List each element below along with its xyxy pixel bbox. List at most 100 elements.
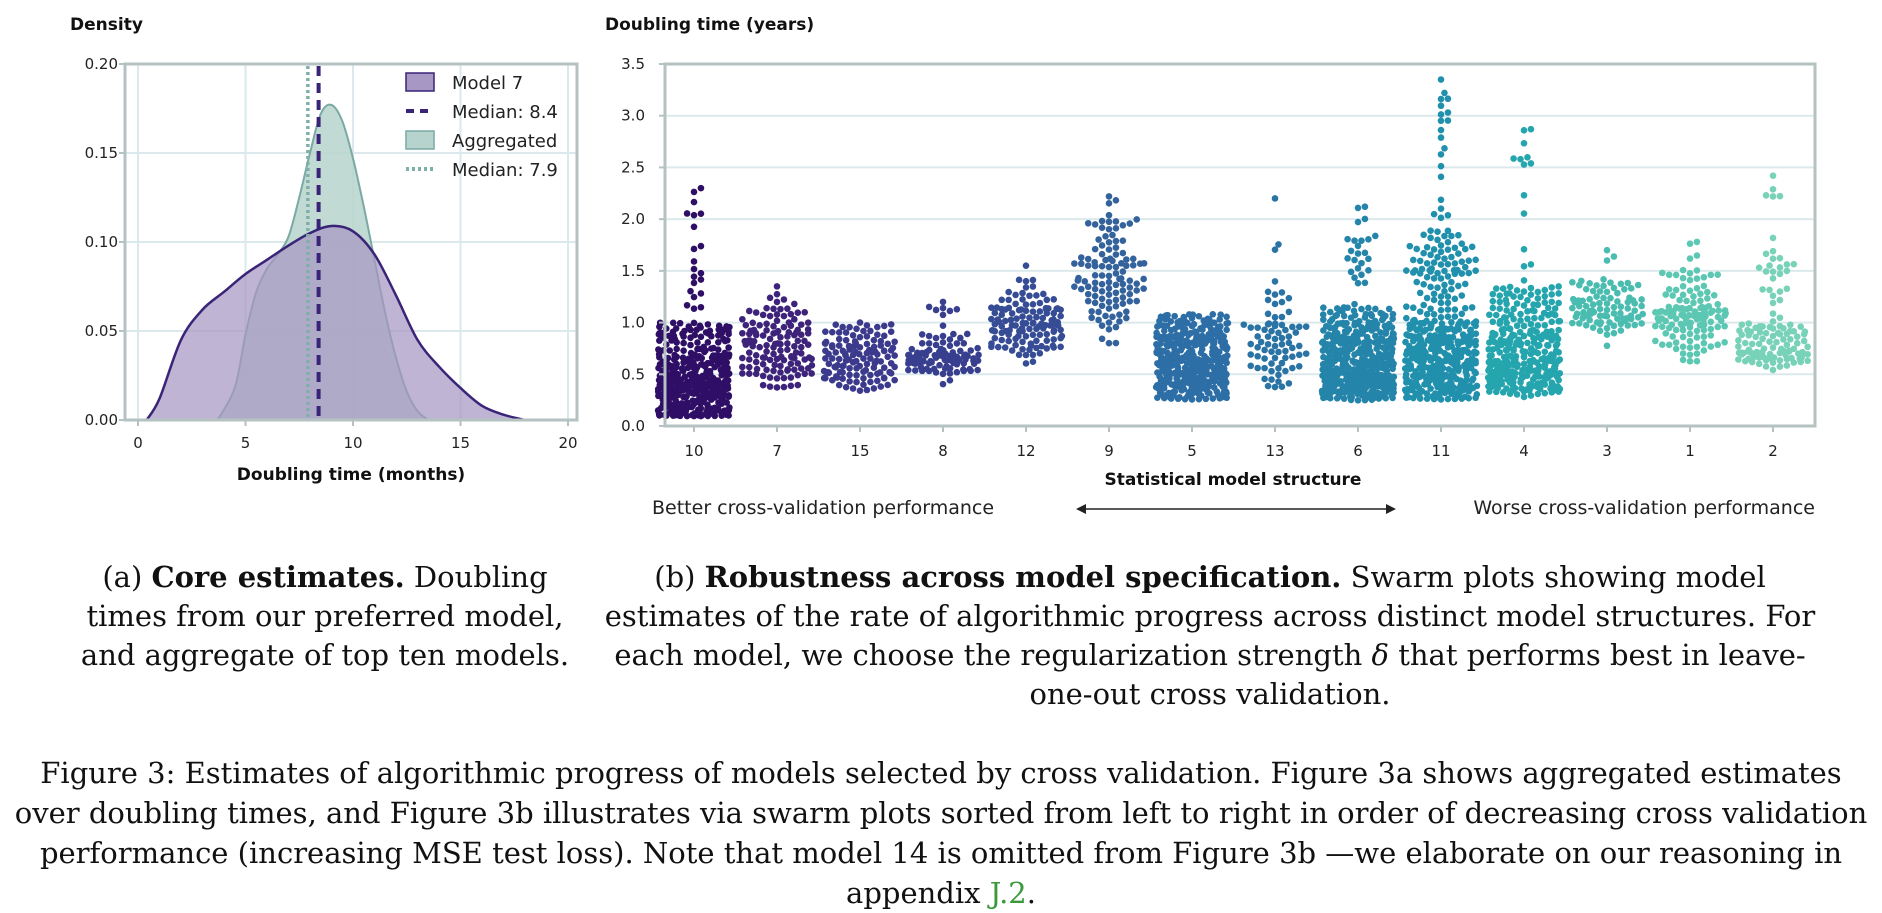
swarm-point bbox=[1022, 351, 1030, 359]
swarm-point bbox=[1012, 300, 1019, 308]
swarm-point bbox=[1173, 331, 1180, 339]
swarm-point bbox=[1359, 355, 1366, 362]
swarm-point bbox=[1676, 296, 1683, 304]
swarm-point bbox=[780, 374, 788, 382]
panel-b-swarms bbox=[654, 76, 1811, 420]
swarm-point bbox=[1112, 263, 1120, 271]
swarm-point bbox=[721, 349, 729, 357]
swarm-point bbox=[822, 328, 829, 335]
swarm-point bbox=[1538, 314, 1545, 322]
swarm-point bbox=[1610, 322, 1618, 330]
swarm-point bbox=[925, 332, 933, 340]
swarm-point bbox=[683, 412, 691, 420]
swarm-point bbox=[1437, 173, 1445, 181]
swarm-point bbox=[797, 365, 805, 372]
swarm-point bbox=[1626, 294, 1633, 301]
swarm-point bbox=[862, 366, 870, 374]
swarm-point bbox=[1569, 295, 1577, 303]
swarm-point bbox=[780, 383, 788, 391]
swarm-point bbox=[1416, 308, 1424, 315]
swarm-point bbox=[680, 339, 687, 347]
swarm-point bbox=[794, 381, 802, 389]
swarm-point bbox=[1690, 299, 1697, 307]
swarm-point bbox=[1350, 307, 1358, 315]
swarm-point bbox=[1354, 264, 1362, 272]
swarm-point bbox=[1019, 319, 1027, 327]
swarm-point bbox=[1457, 318, 1464, 325]
swarm-point bbox=[1444, 95, 1452, 103]
swarm-point bbox=[988, 315, 995, 323]
swarm-point bbox=[723, 323, 730, 330]
swarm-point bbox=[1119, 249, 1127, 257]
swarm-point bbox=[930, 365, 938, 373]
swarm-point bbox=[1351, 300, 1358, 308]
swarm-point bbox=[1254, 344, 1261, 351]
swarm-point bbox=[1447, 378, 1454, 386]
swarm-point bbox=[1686, 287, 1694, 295]
swarm-point bbox=[874, 323, 881, 331]
swarm-point bbox=[1638, 296, 1645, 303]
swarm-point bbox=[1662, 330, 1670, 337]
swarm-point bbox=[828, 342, 836, 349]
swarm-point bbox=[1026, 314, 1033, 321]
swarm-point bbox=[1019, 338, 1026, 346]
swarm-point bbox=[1600, 294, 1607, 302]
swarm-point bbox=[794, 360, 802, 367]
swarm-point bbox=[1278, 298, 1286, 306]
swarm-point bbox=[690, 293, 698, 301]
swarm-point bbox=[863, 333, 871, 340]
x-tick-label: 20 bbox=[558, 434, 577, 452]
swarm-point bbox=[1721, 307, 1729, 314]
swarm-point bbox=[840, 362, 847, 369]
swarm-point bbox=[681, 373, 689, 381]
swarm-point bbox=[1520, 161, 1528, 168]
swarm-point bbox=[1278, 359, 1286, 367]
swarm-point bbox=[1672, 345, 1680, 353]
swarm-point bbox=[1036, 299, 1044, 307]
swarm-point bbox=[1444, 306, 1452, 313]
swarm-point bbox=[1416, 289, 1424, 297]
swarm-point bbox=[918, 339, 926, 347]
swarm-point bbox=[1351, 237, 1358, 244]
swarm-point bbox=[1129, 255, 1137, 263]
panel-a-caption: (a) Core estimates. Doubling times from … bbox=[62, 558, 588, 675]
swarm-point bbox=[1507, 352, 1514, 360]
swarm-point bbox=[1444, 211, 1452, 219]
swarm-point bbox=[870, 385, 878, 392]
swarm-point bbox=[1617, 309, 1624, 317]
swarm-point bbox=[1459, 331, 1467, 338]
swarm-point bbox=[1217, 338, 1225, 345]
swarm-point bbox=[1282, 354, 1289, 362]
swarm-point bbox=[1057, 312, 1064, 320]
swarm-point bbox=[1171, 312, 1178, 320]
swarm-point bbox=[784, 340, 791, 347]
swarm-point bbox=[1777, 345, 1785, 353]
swarm-point bbox=[1652, 322, 1659, 330]
swarm-point bbox=[1361, 203, 1369, 211]
swarm-point bbox=[1375, 350, 1383, 358]
appendix-link[interactable]: J.2 bbox=[989, 876, 1027, 910]
swarm-point bbox=[752, 358, 760, 366]
swarm-point bbox=[777, 334, 784, 341]
swarm-point bbox=[1489, 290, 1497, 298]
swarm-point bbox=[753, 365, 761, 373]
swarm-point bbox=[1027, 340, 1035, 347]
swarm-point bbox=[1506, 290, 1513, 297]
swarm-point bbox=[1769, 268, 1777, 275]
swarm-point bbox=[1091, 221, 1099, 228]
swarm-point bbox=[1551, 305, 1559, 312]
swarm-point bbox=[1084, 262, 1092, 269]
swarm-point bbox=[1126, 284, 1134, 291]
swarm-point bbox=[1541, 322, 1549, 329]
swarm-point bbox=[1610, 284, 1618, 292]
swarm-point bbox=[1714, 313, 1722, 321]
swarm-point bbox=[1448, 318, 1455, 326]
swarm-point bbox=[1444, 227, 1452, 235]
figure-caption: Figure 3: Estimates of algorithmic progr… bbox=[14, 753, 1868, 913]
swarm-point bbox=[1358, 259, 1365, 267]
swarm-point bbox=[784, 305, 791, 313]
swarm-point bbox=[1112, 218, 1120, 225]
swarm-point bbox=[1153, 329, 1160, 337]
swarm-point bbox=[950, 330, 957, 338]
swarm-point bbox=[877, 383, 885, 390]
